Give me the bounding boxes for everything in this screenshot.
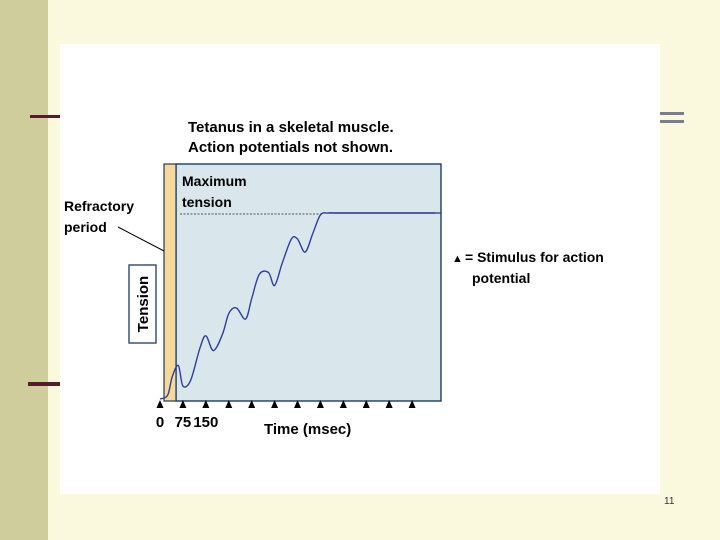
x-tick-label-150: 150 [193, 414, 218, 431]
stimulus-marker-11 [408, 400, 416, 408]
stimulus-marker-3 [225, 400, 233, 408]
x-tick-label-75: 75 [175, 414, 192, 431]
tension-axis-label: Tension [135, 276, 152, 332]
legend-text-line2: potential [472, 270, 530, 286]
max-tension-label-line1: Maximum [182, 173, 247, 189]
figure-title-line2: Action potentials not shown. [188, 139, 393, 156]
refractory-band [163, 163, 177, 402]
tetanus-figure: Tetanus in a skeletal muscle. Action pot… [64, 119, 604, 438]
stimulus-marker-2 [202, 400, 210, 408]
side-bar [0, 0, 48, 540]
refractory-label-line1: Refractory [64, 198, 134, 214]
stimulus-marker-6 [294, 400, 301, 408]
time-axis-label: Time (msec) [264, 421, 351, 438]
stimulus-marker-4 [248, 400, 256, 408]
legend-triangle: ▲ [452, 253, 463, 265]
bottom-rule-left [28, 382, 62, 386]
legend-text-line1: = Stimulus for action [465, 249, 604, 265]
x-tick-labels: 0 75 150 [156, 414, 219, 431]
title-rule-right-2 [660, 120, 684, 123]
stimulus-marker-9 [362, 400, 370, 408]
figure-title-line1: Tetanus in a skeletal muscle. [188, 119, 394, 136]
stimulus-marker-0 [156, 400, 164, 408]
title-rule-right-1 [660, 112, 684, 115]
refractory-label-line2: period [64, 219, 107, 235]
max-tension-label-line2: tension [182, 194, 232, 210]
stimulus-marker-1 [179, 400, 187, 408]
stimulus-marker-7 [316, 400, 324, 408]
refractory-leader-line [117, 226, 165, 252]
stimulus-markers [156, 400, 416, 408]
tension-curve [159, 212, 435, 400]
slide-content: Tetanus in a skeletal muscle. Action pot… [60, 44, 660, 494]
title-rule-left [30, 115, 62, 118]
tension-label-box [128, 264, 157, 344]
plot-area [175, 163, 442, 402]
page-number: 11 [664, 496, 675, 507]
stimulus-marker-5 [271, 400, 279, 408]
x-tick-label-0: 0 [156, 414, 164, 431]
stimulus-marker-8 [339, 400, 347, 408]
stimulus-marker-10 [385, 400, 393, 408]
